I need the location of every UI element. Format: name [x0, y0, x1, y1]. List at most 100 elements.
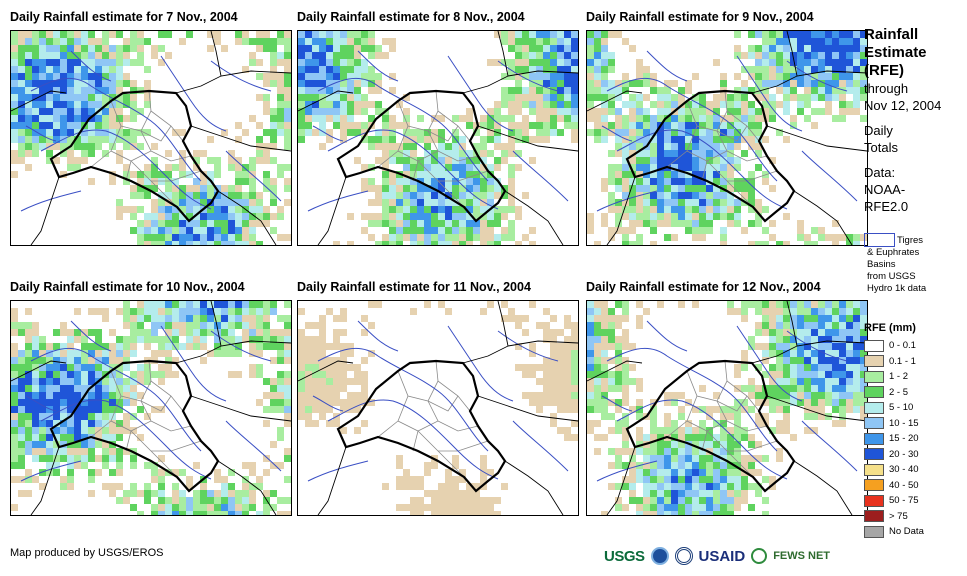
river-basin-outline	[357, 50, 399, 82]
basin-label: Tigres	[897, 235, 924, 246]
river-basin-outline	[736, 55, 803, 132]
province-boundary	[437, 420, 479, 432]
noaa-logo-icon	[650, 547, 669, 565]
province-boundary	[701, 160, 708, 182]
legend-swatch	[864, 432, 884, 445]
neighbor-border	[477, 395, 578, 422]
neighbor-border	[504, 190, 564, 245]
rainfall-map	[587, 301, 867, 515]
river-basin-outline	[497, 60, 559, 92]
legend-label: 5 - 10	[889, 402, 914, 414]
river-basin-outline	[512, 420, 569, 472]
daily-label: Daily	[864, 123, 893, 138]
river-basin-outline	[317, 77, 489, 182]
rainfall-cells	[587, 31, 867, 245]
legend-item: 10 - 15	[864, 416, 964, 432]
basin-label: from USGS	[867, 271, 916, 282]
legend-item: 5 - 10	[864, 400, 964, 416]
neighbor-border	[587, 360, 643, 382]
panel-title: Daily Rainfall estimate for 10 Nov., 200…	[10, 280, 245, 294]
legend-swatch	[864, 401, 884, 414]
neighbor-border	[298, 90, 354, 112]
totals-label: Totals	[864, 140, 898, 155]
river-basin-outline	[40, 399, 212, 480]
neighbor-border	[217, 460, 277, 515]
neighbor-border	[606, 176, 636, 245]
country-border	[336, 359, 507, 493]
river-basin-outline	[225, 420, 282, 472]
data-source: RFE2.0	[864, 199, 909, 214]
through-label: through	[864, 81, 909, 96]
legend-item: 30 - 40	[864, 462, 964, 478]
neighbor-border	[497, 31, 509, 77]
neighbor-border	[786, 31, 798, 77]
neighbor-border	[766, 395, 867, 422]
rainfall-map	[298, 301, 578, 515]
title-line: Estimate	[864, 44, 927, 61]
legend-item: 0 - 0.1	[864, 338, 964, 354]
neighbor-border	[477, 125, 578, 152]
neighbor-border	[11, 360, 67, 382]
rainfall-cells	[587, 301, 867, 515]
province-boundary	[377, 420, 399, 438]
legend-swatch	[864, 448, 884, 461]
river-basin-outline	[357, 320, 399, 352]
neighbor-border	[298, 360, 354, 382]
river-basin-outline	[327, 129, 499, 210]
map-frame	[10, 30, 292, 246]
logo-strip: USGS USAID FEWS NET	[604, 542, 860, 570]
panel-title: Daily Rainfall estimate for 8 Nov., 2004	[297, 10, 525, 24]
river-basin-outline	[210, 330, 272, 362]
government-seal-icon	[674, 547, 693, 565]
province-boundary	[150, 150, 192, 162]
river-basin-outline	[447, 55, 514, 132]
province-boundary	[666, 420, 688, 438]
credit-text: Map produced by USGS/EROS	[10, 547, 164, 559]
legend-item: 15 - 20	[864, 431, 964, 447]
river-basin-outline	[210, 60, 272, 92]
river-basin-outline	[801, 150, 858, 202]
province-boundary	[716, 395, 748, 412]
province-boundary	[125, 430, 132, 452]
country-border	[336, 89, 507, 223]
river-basin-outline	[327, 399, 499, 480]
river-basin-outline	[30, 77, 202, 182]
legend-swatch	[864, 510, 884, 523]
river-basin-outline	[596, 460, 658, 482]
legend-item: > 75	[864, 509, 964, 525]
neighbor-border	[587, 90, 643, 112]
river-basin-outline	[646, 50, 688, 82]
neighbor-border	[210, 31, 222, 77]
river-basin-outline	[616, 129, 788, 210]
map-frame	[297, 30, 579, 246]
rainfall-map	[11, 31, 291, 245]
province-boundary	[701, 430, 708, 452]
province-boundary	[90, 150, 112, 168]
end-date: Nov 12, 2004	[864, 98, 942, 113]
river-basin-outline	[601, 395, 633, 412]
province-boundary	[716, 125, 748, 142]
title-line: (RFE)	[864, 62, 904, 79]
neighbor-border	[504, 460, 564, 515]
neighbor-border	[793, 190, 853, 245]
legend-swatch	[864, 370, 884, 383]
river-basin-outline	[312, 395, 344, 412]
rainfall-map	[587, 31, 867, 245]
neighbor-border	[210, 301, 222, 347]
legend-swatch	[864, 339, 884, 352]
neighbor-border	[30, 446, 60, 515]
legend-swatch	[864, 355, 884, 368]
river-basin-outline	[30, 347, 202, 452]
rainfall-map	[298, 31, 578, 245]
country-border	[625, 89, 796, 223]
legend-item: No Data	[864, 524, 964, 540]
map-frame	[297, 300, 579, 516]
neighbor-border	[190, 395, 291, 422]
river-basin-outline	[512, 150, 569, 202]
province-boundary	[90, 420, 112, 438]
river-basin-outline	[606, 77, 778, 182]
legend-label: > 75	[889, 510, 908, 522]
river-basin-outline	[225, 150, 282, 202]
neighbor-border	[217, 190, 277, 245]
data-label: Data:	[864, 165, 896, 180]
